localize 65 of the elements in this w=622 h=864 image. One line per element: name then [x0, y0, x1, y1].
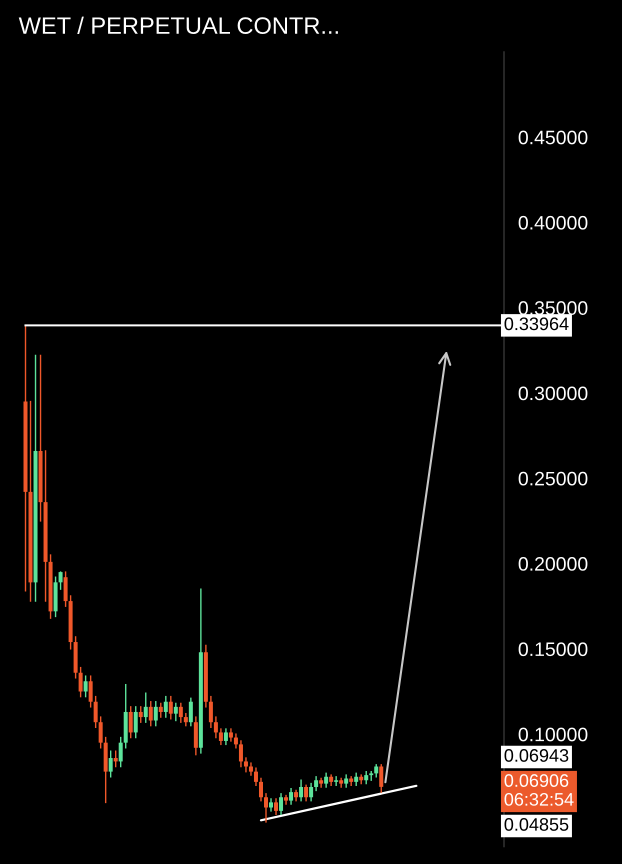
candlestick [98, 716, 103, 748]
y-tick-label: 0.10000 [518, 728, 588, 742]
candlestick [309, 782, 314, 802]
candlestick [218, 728, 223, 746]
candlestick [228, 728, 233, 742]
candlestick [258, 778, 263, 802]
candlestick [94, 696, 98, 728]
candlestick [168, 696, 173, 720]
y-tick-label: 0.25000 [518, 472, 588, 486]
candlestick [174, 702, 178, 722]
candlestick [234, 733, 238, 748]
candlestick [214, 716, 218, 738]
candlestick [128, 706, 133, 738]
text: 0.04855 [504, 818, 568, 831]
candlestick [208, 696, 213, 728]
y-tick-label: 0.45000 [518, 130, 588, 144]
candlestick [238, 740, 243, 768]
candlestick [64, 571, 68, 607]
y-tick-label: 0.20000 [518, 557, 588, 571]
candlestick [304, 784, 308, 802]
y-tick-label: 0.30000 [518, 386, 588, 400]
y-tick-label: 0.40000 [518, 216, 588, 230]
candlestick [108, 750, 113, 778]
candlestick [334, 776, 338, 786]
candlestick [329, 774, 334, 786]
candlestick [289, 788, 294, 805]
candlestick [224, 728, 228, 746]
candlestick [134, 706, 138, 738]
candlestick [118, 736, 123, 768]
candlestick [374, 764, 378, 778]
candlestick [299, 780, 304, 802]
text: 0.06943 [504, 749, 568, 762]
candlestick [164, 696, 168, 718]
chart-title: WET / PERPETUAL CONTR... [18, 16, 338, 34]
candlestick [58, 571, 63, 590]
candlestick [144, 692, 148, 723]
y-tick-label: 0.15000 [518, 642, 588, 656]
candlestick [184, 712, 188, 726]
candlestick [148, 701, 153, 726]
candlestick [314, 776, 318, 792]
candlestick [244, 757, 248, 772]
candlestick [158, 702, 163, 718]
candlestick [364, 770, 368, 784]
ref-line-label: 0.33964 [504, 317, 569, 330]
candlestick [254, 768, 258, 786]
candlestick [264, 793, 268, 823]
candlestick [138, 706, 143, 723]
candlestick [248, 762, 253, 776]
candlestick [379, 764, 384, 793]
y-tick-label: 0.35000 [518, 301, 588, 315]
candlestick [84, 675, 88, 698]
candlestick [344, 774, 348, 788]
candlestick [324, 772, 328, 788]
candlestick [78, 666, 83, 698]
candlestick [154, 701, 158, 726]
candlestick [354, 772, 358, 786]
text: 0.06906 06:32:54 [504, 774, 574, 806]
candlestick [178, 702, 183, 723]
candlestick [274, 798, 278, 816]
candlestick [269, 798, 274, 812]
candlestick [114, 750, 118, 768]
candlestick [88, 675, 93, 708]
candlestick [188, 698, 193, 726]
candlestick [279, 793, 284, 816]
candlestick [294, 790, 298, 802]
